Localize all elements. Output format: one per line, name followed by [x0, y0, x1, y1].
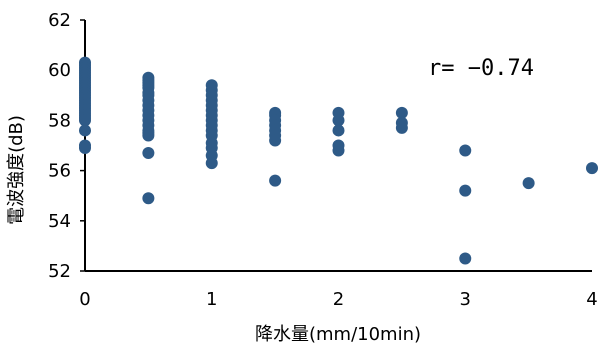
data-point [79, 114, 91, 127]
data-point [395, 121, 408, 134]
y-tick-label: 56 [48, 161, 71, 182]
data-points [79, 56, 598, 265]
data-point [269, 174, 282, 187]
y-tick-label: 62 [48, 10, 71, 31]
data-point [205, 157, 218, 170]
data-point [142, 129, 155, 142]
data-point [142, 147, 155, 160]
data-point [332, 114, 345, 127]
x-tick-label: 2 [333, 289, 344, 310]
data-point [79, 124, 91, 137]
data-point [332, 124, 345, 137]
data-point [79, 142, 91, 155]
x-tick-label: 0 [79, 289, 90, 310]
x-tick-label: 3 [460, 289, 471, 310]
x-axis: 0 1 2 3 4 [79, 270, 598, 310]
y-tick-label: 52 [48, 261, 71, 282]
y-tick-label: 54 [48, 211, 71, 232]
data-point [459, 252, 472, 265]
x-axis-title: 降水量(mm/10min) [255, 324, 421, 345]
data-point [142, 192, 155, 205]
data-point [269, 134, 282, 147]
data-point [395, 106, 408, 119]
y-tick-label: 60 [48, 60, 71, 81]
data-point [586, 162, 598, 175]
data-point [332, 144, 345, 157]
y-axis-title: 電波強度(dB) [6, 115, 27, 225]
data-point [522, 177, 535, 190]
x-tick-label: 1 [206, 289, 217, 310]
data-point [459, 144, 472, 157]
data-point [459, 184, 472, 197]
y-tick-label: 58 [48, 110, 71, 131]
correlation-annotation: r= −0.74 [428, 56, 534, 81]
x-tick-label: 4 [586, 289, 597, 310]
